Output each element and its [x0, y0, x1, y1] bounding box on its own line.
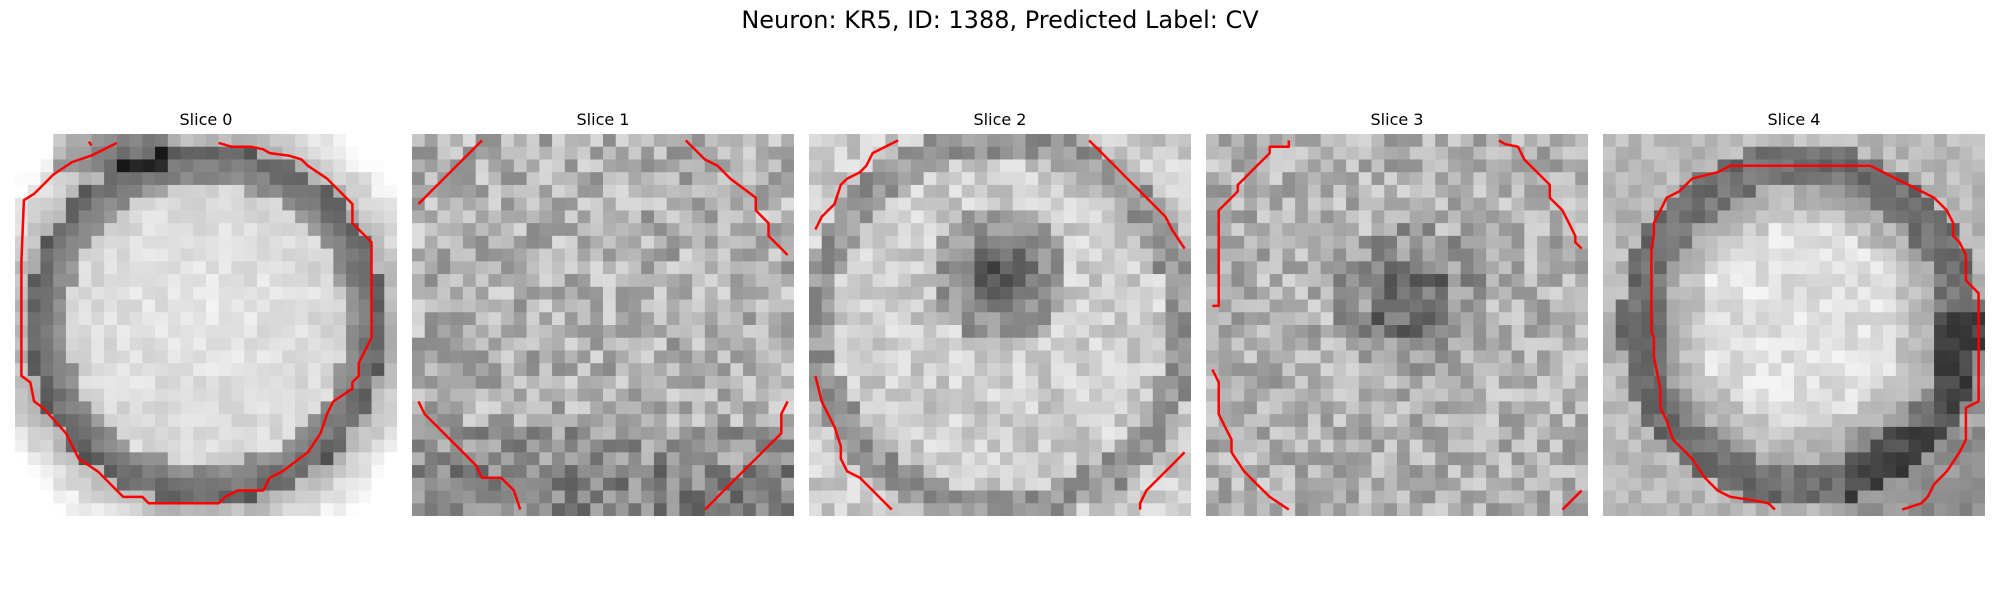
contour-line: [20, 141, 373, 505]
contour-line: [1869, 164, 1980, 511]
contour-line: [1212, 140, 1291, 308]
slice-panel-3: Slice 3: [1206, 108, 1588, 524]
contour-line: [1650, 164, 1871, 511]
contour-line: [417, 139, 483, 205]
slice-title: Slice 4: [1767, 110, 1821, 129]
contour-line: [1138, 451, 1186, 510]
contour-line: [1498, 139, 1583, 250]
slice-pixels: [1603, 134, 1985, 516]
slice-pixels: [809, 134, 1191, 516]
slice-image: [15, 134, 397, 516]
slice-pixels: [15, 134, 397, 516]
contour-line: [1211, 369, 1290, 511]
slice-title: Slice 0: [179, 110, 233, 129]
contour-line: [87, 140, 93, 147]
contour-line: [1088, 139, 1186, 250]
contour-line: [814, 139, 899, 231]
slice-panel-2: Slice 2: [809, 108, 1191, 524]
contour-line: [704, 400, 789, 511]
slice-panel-4: Slice 4: [1603, 108, 1985, 524]
slice-image: [1603, 134, 1985, 516]
slice-pixels: [1206, 134, 1588, 516]
slice-image: [412, 134, 794, 516]
contour-line: [1561, 489, 1583, 511]
slice-panel-0: Slice 0: [15, 108, 397, 524]
slice-image: [809, 134, 1191, 516]
contour-line: [684, 139, 789, 256]
slice-panel-1: Slice 1: [412, 108, 794, 524]
figure-title: Neuron: KR5, ID: 1388, Predicted Label: …: [741, 6, 1259, 34]
slice-image: [1206, 134, 1588, 516]
slice-pixels: [412, 134, 794, 516]
contour-line: [814, 375, 893, 511]
slice-title: Slice 3: [1370, 110, 1424, 129]
slice-title: Slice 2: [973, 110, 1027, 129]
contour-line: [417, 400, 522, 510]
slice-title: Slice 1: [576, 110, 630, 129]
